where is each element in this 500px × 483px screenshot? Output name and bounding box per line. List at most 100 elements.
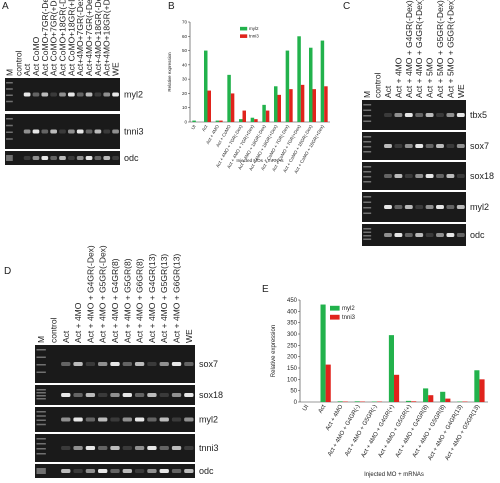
band — [171, 469, 182, 473]
band — [134, 362, 145, 366]
gene-label: sox7 — [470, 141, 489, 151]
lane-label: WE — [184, 329, 194, 343]
bar — [239, 119, 243, 122]
band — [23, 129, 31, 134]
ladder-band — [6, 131, 13, 133]
band — [23, 92, 31, 97]
lane-label: Act + 4MO — [393, 57, 403, 98]
lane-label: Act + 5MO — [425, 57, 435, 98]
ladder-band — [6, 118, 13, 120]
band — [456, 144, 465, 148]
y-tick-label: 150 — [287, 366, 298, 372]
band — [110, 446, 120, 450]
bar — [411, 401, 417, 402]
ladder-band — [363, 166, 372, 168]
y-tick-label: 20 — [182, 91, 188, 96]
ladder-band — [363, 228, 372, 230]
band — [184, 446, 194, 450]
band — [112, 156, 119, 160]
bar — [219, 120, 223, 122]
band — [98, 362, 108, 366]
y-tick-label: 70 — [182, 20, 188, 25]
band — [404, 233, 413, 237]
ladder-band — [6, 155, 13, 157]
y-tick-label: 50 — [290, 389, 297, 395]
band — [98, 446, 108, 450]
band — [94, 92, 102, 97]
band — [171, 417, 182, 422]
bar — [265, 110, 270, 122]
lane-label: Act + 5MO + G5GR(-Dex) — [435, 0, 445, 98]
band — [147, 362, 157, 366]
ladder-band — [363, 238, 372, 240]
x-tick-label: UI — [190, 124, 197, 130]
lane-label: Act CoMO+18GR(-Dex) — [58, 0, 68, 76]
lane-label: control — [13, 50, 23, 76]
x-tick-label: Act — [318, 404, 328, 415]
ladder-band — [36, 395, 46, 397]
ladder-band — [6, 88, 13, 90]
band — [446, 144, 455, 148]
band — [76, 129, 84, 134]
y-tick-label: 30 — [182, 77, 188, 82]
band — [122, 417, 132, 422]
band — [384, 233, 392, 237]
band — [103, 92, 111, 97]
band — [415, 174, 424, 178]
band — [122, 393, 132, 397]
bar — [325, 364, 331, 402]
bar — [479, 379, 485, 402]
bar — [423, 388, 429, 402]
band — [184, 469, 194, 473]
band — [147, 469, 157, 473]
bar — [388, 335, 394, 402]
band — [73, 446, 83, 450]
band — [415, 113, 424, 117]
bar — [250, 117, 255, 122]
lane-label: Act+4MO+18GR(-Dex) — [93, 0, 103, 76]
ladder-band — [36, 364, 46, 366]
band — [384, 174, 392, 178]
band — [159, 417, 169, 422]
band — [436, 174, 444, 178]
ladder-band — [363, 181, 372, 183]
ladder-band — [363, 235, 372, 237]
bar — [192, 120, 196, 122]
y-tick-label: 450 — [287, 298, 298, 304]
band — [112, 92, 119, 97]
gene-label: myl2 — [199, 415, 218, 425]
bar — [242, 110, 246, 122]
bar — [227, 74, 231, 122]
gene-label: myl2 — [470, 202, 489, 212]
lane-label: Act — [22, 63, 32, 76]
lane-label: Act + 4MO + G4GR(+Dex) — [414, 0, 424, 98]
ladder-band — [363, 196, 372, 198]
band — [184, 417, 194, 422]
x-axis-label: Injected MO + mRNAs — [364, 472, 424, 478]
ladder-band — [36, 419, 46, 421]
bar — [300, 84, 305, 122]
band — [134, 417, 145, 422]
band — [94, 129, 102, 134]
ladder-band — [6, 94, 13, 96]
band — [98, 469, 108, 473]
gene-label: sox7 — [199, 359, 218, 369]
band — [384, 144, 392, 148]
band — [415, 233, 424, 237]
ladder-band — [36, 371, 46, 373]
lane-label: Act+4MO+7GR(+Dex) — [84, 0, 94, 76]
ladder-band — [363, 141, 372, 143]
bar — [445, 398, 451, 402]
band — [59, 129, 66, 134]
y-tick-label: 0 — [184, 120, 187, 125]
ladder-band — [363, 104, 372, 106]
band — [103, 156, 111, 160]
band — [85, 156, 93, 160]
band — [85, 469, 96, 473]
x-tick-label: Act + 4MO + G5GR(+) — [378, 404, 413, 459]
gel-strip — [362, 224, 466, 246]
band — [61, 362, 71, 366]
band — [159, 362, 169, 366]
ladder-band — [363, 120, 372, 122]
band — [85, 362, 96, 366]
